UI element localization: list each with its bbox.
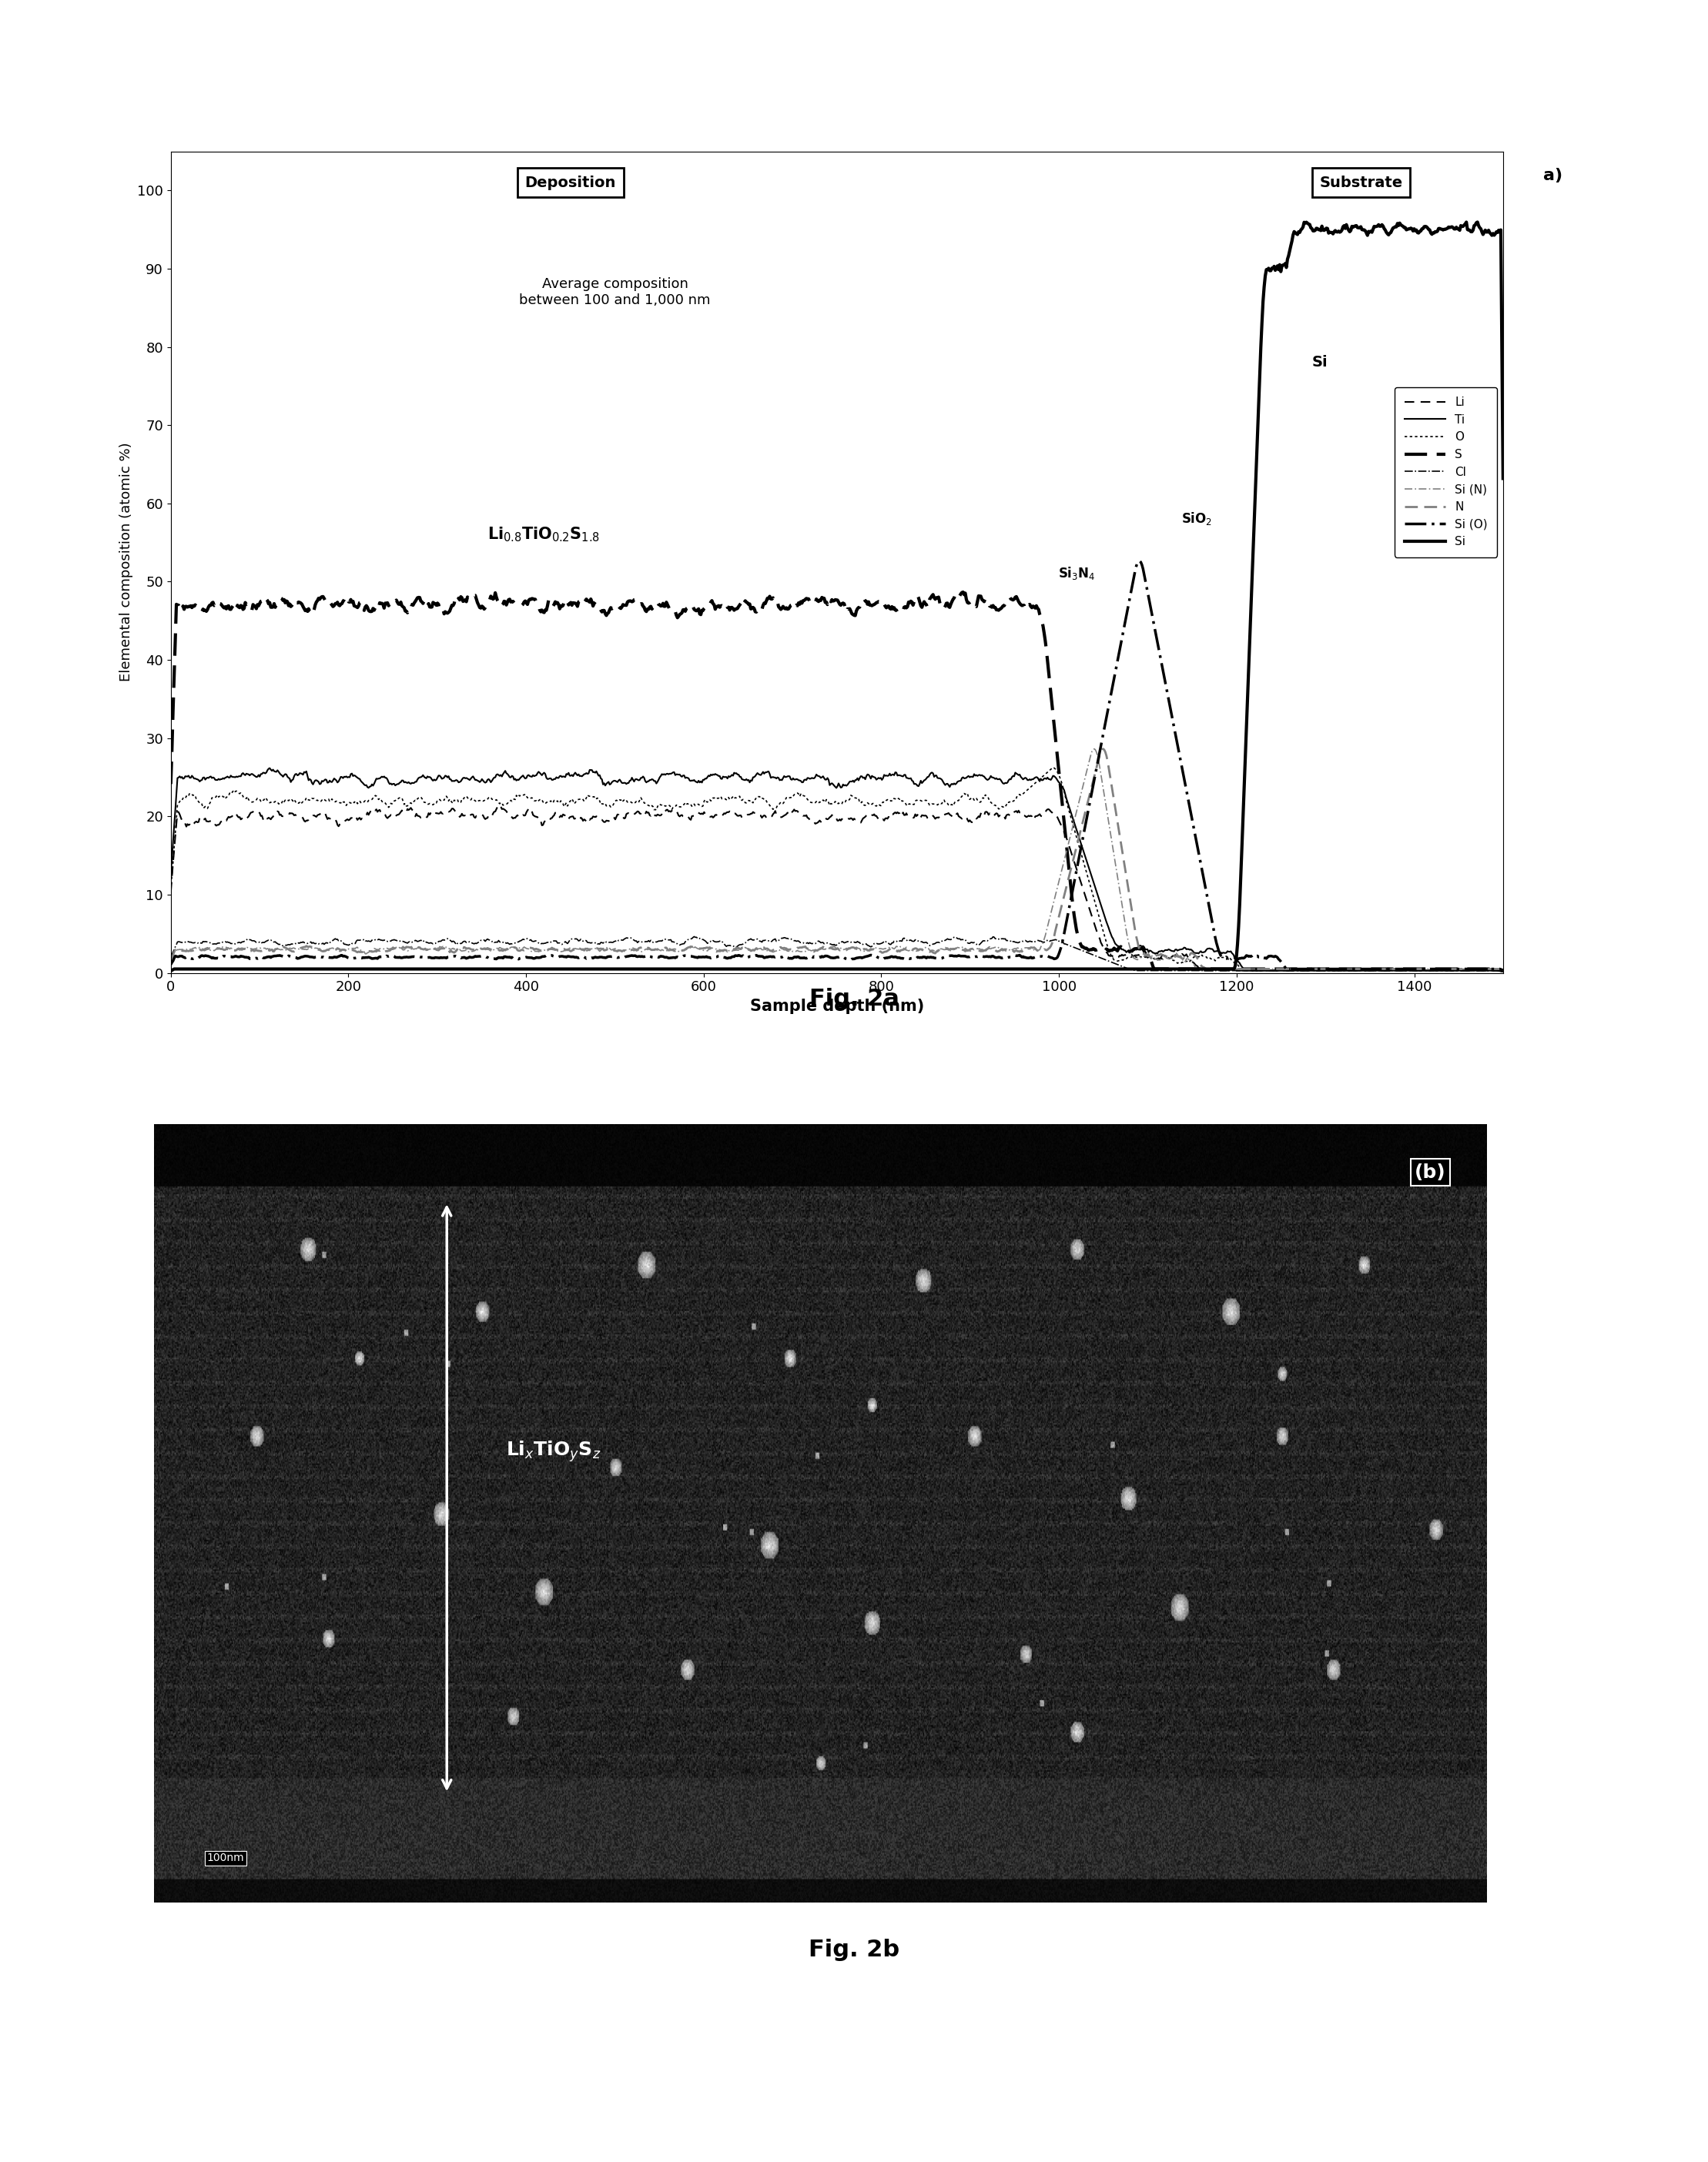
Text: Substrate: Substrate — [1319, 175, 1402, 190]
Text: Fig. 2b: Fig. 2b — [808, 1939, 900, 1961]
Text: Si$_3$N$_4$: Si$_3$N$_4$ — [1057, 566, 1095, 582]
Text: Deposition: Deposition — [524, 175, 617, 190]
Text: Average composition
between 100 and 1,000 nm: Average composition between 100 and 1,00… — [519, 277, 711, 307]
Legend: Li, Ti, O, S, Cl, Si (N), N, Si (O), Si: Li, Ti, O, S, Cl, Si (N), N, Si (O), Si — [1395, 387, 1498, 558]
Y-axis label: Elemental composition (atomic %): Elemental composition (atomic %) — [120, 443, 133, 681]
Text: Fig. 2a: Fig. 2a — [810, 988, 898, 1010]
Text: Si: Si — [1312, 355, 1327, 370]
Text: SiO$_2$: SiO$_2$ — [1182, 510, 1213, 528]
Text: Li$_x$TiO$_y$S$_z$: Li$_x$TiO$_y$S$_z$ — [506, 1440, 601, 1464]
Text: Li$_{0.8}$TiO$_{0.2}$S$_{1.8}$: Li$_{0.8}$TiO$_{0.2}$S$_{1.8}$ — [488, 525, 600, 545]
Text: a): a) — [1542, 169, 1563, 184]
Text: (b): (b) — [1414, 1163, 1447, 1183]
Text: 100nm: 100nm — [207, 1853, 244, 1864]
X-axis label: Sample depth (nm): Sample depth (nm) — [750, 999, 924, 1014]
